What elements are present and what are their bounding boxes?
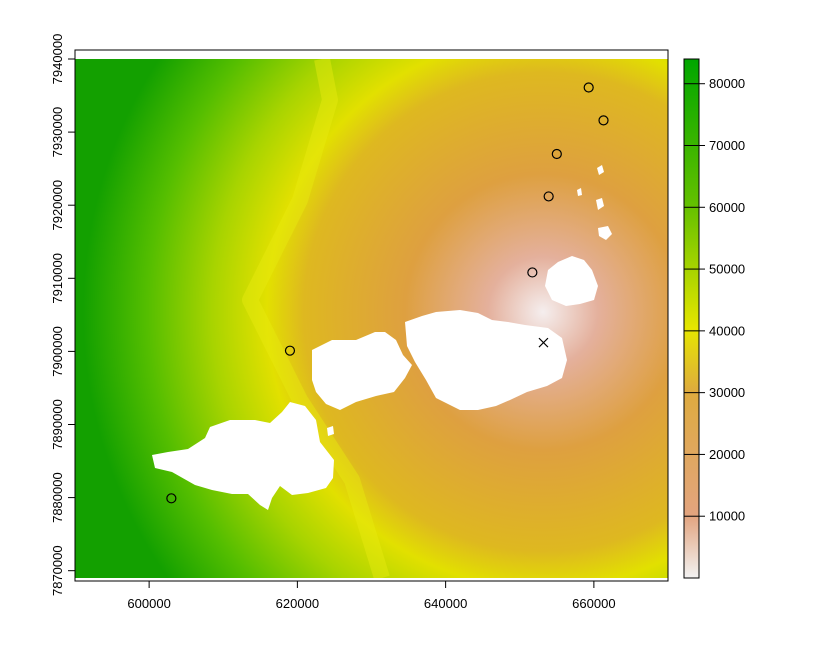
cross-point [538, 337, 549, 348]
legend-colorbar [683, 58, 700, 579]
islet-2 [596, 198, 604, 210]
x-tick-label: 620000 [276, 596, 319, 611]
legend-ticks: 10000 20000 30000 40000 50000 60000 70000 80000 [684, 76, 745, 524]
islet-3 [597, 165, 604, 175]
map-frame [74, 49, 669, 582]
sample-point [166, 493, 177, 504]
legend-tick-label: 30000 [709, 385, 745, 400]
y-tick-label: 7940000 [50, 34, 65, 85]
legend-tick-label: 50000 [709, 262, 745, 277]
legend-tick-label: 10000 [709, 509, 745, 524]
y-tick-label: 7910000 [50, 253, 65, 304]
island-west [152, 402, 334, 510]
ridge-line [242, 59, 390, 578]
island-central [312, 332, 412, 410]
y-tick-label: 7870000 [50, 545, 65, 596]
x-tick-label: 660000 [572, 596, 615, 611]
legend-tick-label: 80000 [709, 76, 745, 91]
legend-tick-label: 40000 [709, 323, 745, 338]
sample-point [583, 82, 594, 93]
island-east-main [405, 310, 567, 410]
y-tick-label: 7880000 [50, 472, 65, 523]
x-tick-label: 600000 [127, 596, 170, 611]
points-layer [166, 82, 609, 504]
islet-1 [598, 226, 612, 240]
legend-tick-label: 20000 [709, 447, 745, 462]
y-axis: 7870000 7880000 7890000 7900000 7910000 79200… [50, 34, 75, 596]
y-tick-label: 7890000 [50, 399, 65, 450]
islet-5 [327, 426, 334, 436]
x-axis: 600000 620000 640000 660000 [127, 581, 616, 611]
color-legend: 10000 20000 30000 40000 50000 60000 70000 80000 [683, 58, 745, 579]
distance-raster [75, 59, 668, 578]
islet-4 [577, 188, 582, 196]
legend-tick-label: 70000 [709, 138, 745, 153]
sample-point [527, 267, 538, 278]
legend-tick-label: 60000 [709, 200, 745, 215]
sample-point [551, 148, 562, 160]
island-northeast [545, 256, 598, 306]
sample-point [543, 191, 554, 202]
y-tick-label: 7930000 [50, 107, 65, 158]
y-tick-label: 7900000 [50, 326, 65, 377]
x-tick-label: 640000 [424, 596, 467, 611]
raster-layer [75, 59, 668, 578]
land-masses [152, 165, 612, 510]
sample-point [284, 345, 296, 356]
y-tick-label: 7920000 [50, 180, 65, 231]
sample-point [598, 115, 609, 126]
